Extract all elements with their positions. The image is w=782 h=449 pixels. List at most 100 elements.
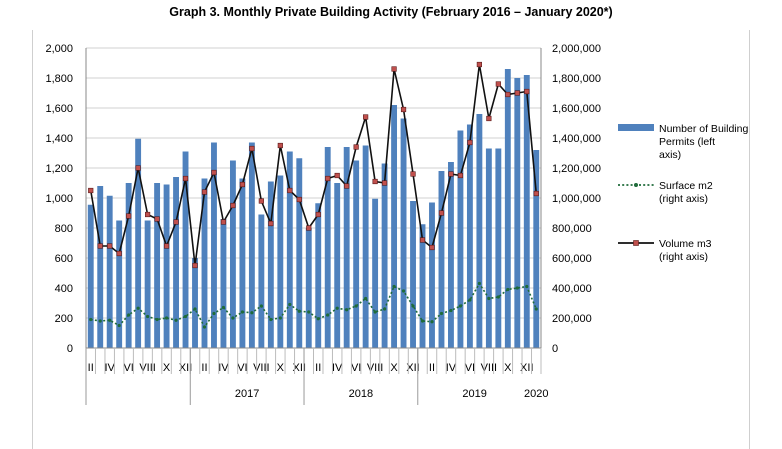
surface-point — [335, 306, 339, 310]
left-tick-label: 1,200 — [45, 163, 73, 175]
surface-point — [155, 317, 159, 322]
x-month-label: VIII — [253, 362, 270, 374]
bar-permits — [154, 183, 161, 348]
bar-permits — [239, 178, 246, 348]
volume-point — [268, 220, 274, 227]
left-tick-label: 800 — [55, 223, 73, 235]
bar-permits — [533, 150, 540, 348]
volume-point — [438, 210, 445, 216]
surface-point — [117, 323, 121, 328]
x-month-label: VIII — [139, 362, 156, 374]
surface-point — [240, 310, 245, 314]
bar-permits — [286, 151, 293, 348]
bar-permits — [485, 148, 492, 348]
surface-point — [164, 316, 169, 320]
surface-point — [525, 284, 529, 289]
surface-point — [430, 320, 434, 324]
volume-point — [154, 216, 160, 222]
volume-point — [173, 219, 179, 225]
bar-permits — [400, 118, 407, 348]
volume-point — [201, 189, 208, 195]
right-tick-label: 1,000,000 — [552, 193, 601, 205]
bar-permits — [163, 184, 170, 348]
bar-permits — [466, 124, 473, 348]
gridlines — [86, 47, 541, 319]
surface-point — [496, 295, 500, 299]
bar-permits — [324, 147, 331, 348]
left-tick-label: 1,800 — [45, 73, 73, 85]
bar-permits — [419, 224, 426, 348]
volume-point — [533, 190, 539, 197]
volume-point — [476, 61, 482, 68]
bar-permits — [144, 220, 151, 348]
volume-point — [145, 211, 151, 218]
left-tick-label: 1,000 — [45, 193, 73, 205]
surface-point — [297, 309, 301, 313]
volume-point — [514, 90, 520, 96]
bar-permits — [353, 160, 360, 348]
surface-point — [183, 314, 188, 319]
volume-point — [325, 175, 331, 182]
volume-point — [448, 171, 454, 177]
x-axis-ticks: II IV VI VIII X XII II IV VI VIII X XII II IV VI VIII X X… — [85, 348, 549, 405]
legend-swatch-permits — [618, 124, 654, 131]
left-tick-label: 1,400 — [45, 133, 73, 145]
bar-permits — [523, 75, 530, 348]
left-tick-label: 600 — [55, 253, 73, 265]
surface-point — [420, 319, 425, 323]
x-month-label: VI — [465, 362, 475, 374]
bar-permits — [211, 142, 217, 348]
surface-point — [269, 317, 273, 322]
chart-frame — [32, 30, 750, 449]
x-month-label: XII — [520, 362, 533, 374]
x-year-label: 2019 — [462, 388, 486, 400]
x-month-label: XII — [293, 362, 306, 374]
x-month-label: II — [88, 362, 94, 374]
surface-point — [449, 308, 453, 313]
surface-point — [146, 314, 150, 319]
bar-permits — [334, 183, 341, 348]
legend: Number of Building Permits (left axis) Surf… — [618, 123, 748, 263]
x-month-label: IV — [446, 362, 457, 374]
bar-permits — [267, 181, 274, 348]
surface-point — [345, 308, 349, 312]
bar-permits — [277, 175, 284, 348]
bar-permits — [125, 183, 132, 348]
left-tick-label: 0 — [67, 343, 73, 355]
volume-point — [334, 172, 340, 179]
x-month-label: II — [429, 362, 435, 374]
surface-point — [477, 281, 481, 286]
x-month-label: XII — [406, 362, 419, 374]
volume-point — [429, 244, 435, 251]
bars-permits — [87, 69, 540, 348]
right-tick-label: 1,600,000 — [552, 103, 601, 115]
volume-line — [89, 64, 538, 266]
x-month-label: II — [201, 362, 207, 374]
bar-permits — [495, 148, 502, 348]
surface-point — [193, 307, 197, 311]
bar-permits — [448, 162, 454, 348]
surface-point — [439, 311, 444, 316]
surface-point — [373, 310, 377, 314]
surface-point — [221, 305, 226, 310]
volume-point — [182, 175, 189, 182]
x-month-label: X — [163, 362, 171, 374]
volume-point — [391, 66, 397, 72]
volume-point — [524, 88, 530, 95]
volume-point — [381, 180, 388, 186]
surface-point — [458, 304, 463, 308]
surface-point — [364, 296, 368, 301]
bar-permits — [429, 202, 435, 348]
surface-point — [411, 304, 415, 308]
left-tick-label: 200 — [55, 313, 73, 325]
bar-permits — [391, 105, 398, 348]
volume-point — [277, 142, 283, 149]
right-tick-label: 800,000 — [552, 223, 592, 235]
left-tick-label: 1,600 — [45, 103, 73, 115]
bar-permits — [343, 147, 350, 348]
volume-point — [239, 181, 246, 188]
legend-label-volume: Volume m3 (right axis) — [659, 238, 712, 263]
x-month-label: X — [277, 362, 285, 374]
volume-point — [88, 187, 94, 194]
